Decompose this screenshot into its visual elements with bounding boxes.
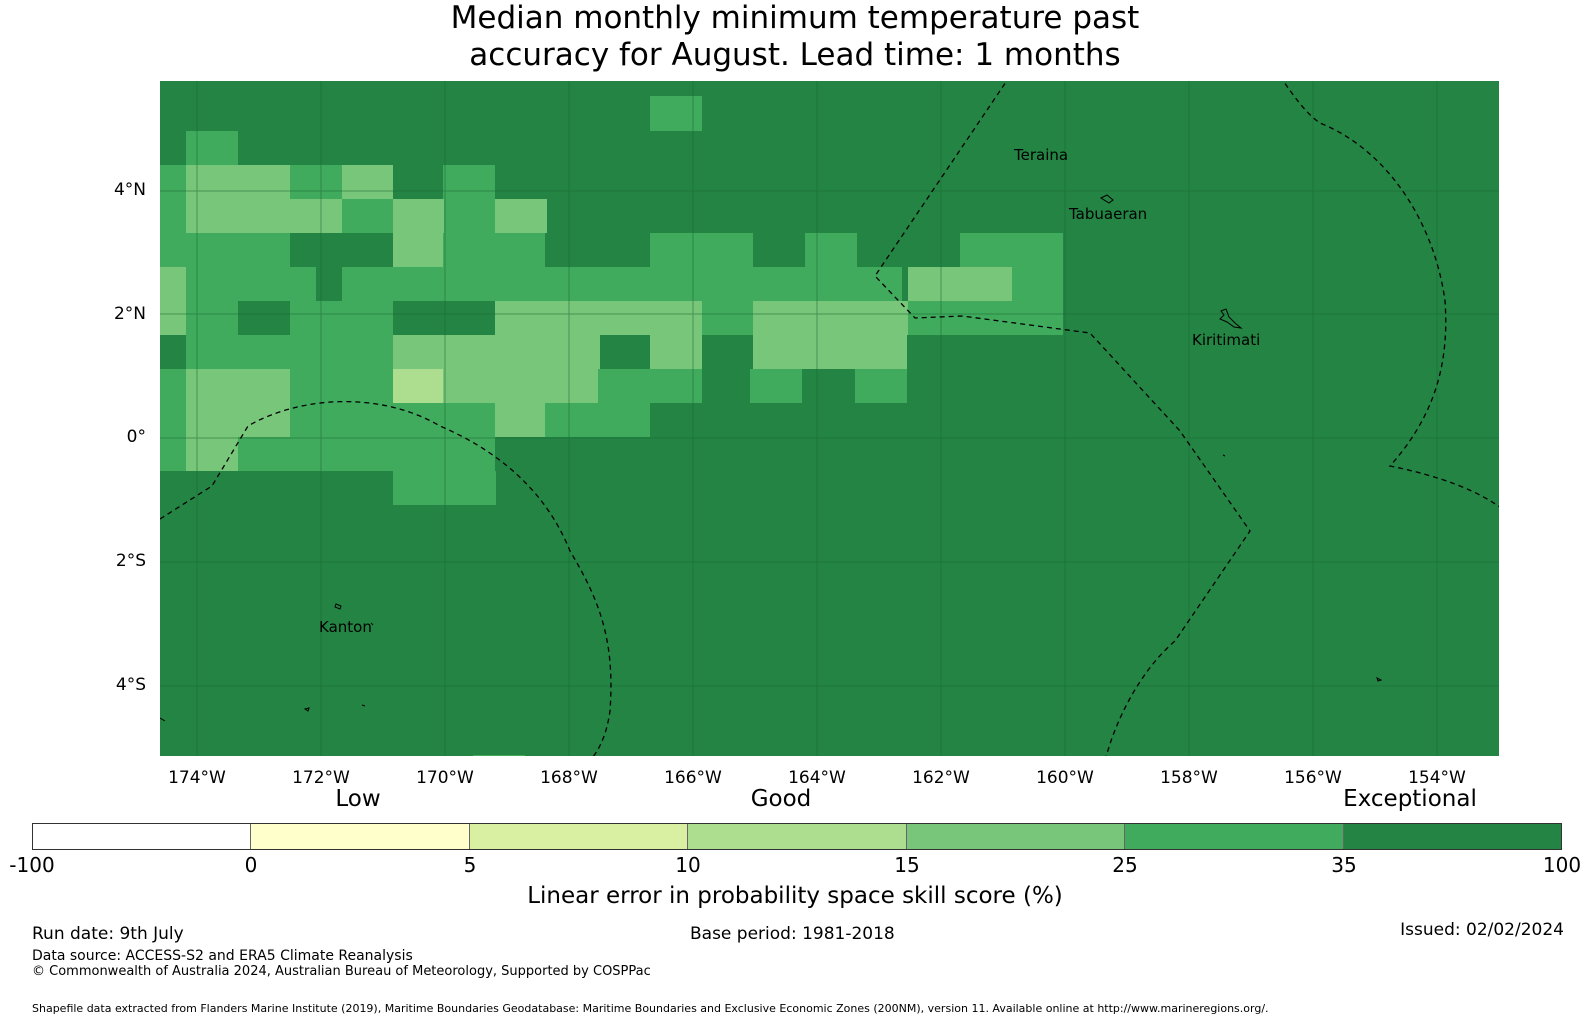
center-islet [1222, 454, 1226, 457]
skill-cell-10-15 [393, 369, 443, 403]
lat-label-2s: 2°S [115, 551, 146, 571]
gridlines [160, 81, 1499, 756]
lon-label-174w: 174°W [168, 768, 226, 788]
legend-category-good: Good [750, 786, 812, 812]
map-title: Median monthly minimum temperature past … [0, 0, 1590, 74]
lon-label-158w: 158°W [1160, 768, 1218, 788]
lon-label-162w: 162°W [912, 768, 970, 788]
lon-label-160w: 160°W [1036, 768, 1094, 788]
colorbar-tick-label: 0 [244, 853, 258, 877]
issued-date: Issued: 02/02/2024 [1400, 920, 1564, 940]
shapefile-credit: Shapefile data extracted from Flanders M… [32, 1002, 1269, 1015]
lat-label-2n: 2°N [113, 304, 146, 324]
tabuaeran-island-outline [1099, 194, 1114, 204]
lon-label-166w: 166°W [664, 768, 722, 788]
kanton-islet [370, 622, 374, 626]
lon-label-156w: 156°W [1284, 768, 1342, 788]
kiritimati-island-outline [1219, 308, 1243, 329]
colorbar-tick-label: -100 [9, 853, 55, 877]
lon-label-168w: 168°W [540, 768, 598, 788]
colorbar-tick-label: 25 [1112, 853, 1138, 877]
legend-category-exceptional: Exceptional [1343, 786, 1477, 812]
skill-cells-15-25 [160, 165, 1012, 471]
data-source: Data source: ACCESS-S2 and ERA5 Climate … [32, 948, 413, 964]
lat-label-4s: 4°S [115, 675, 146, 695]
lon-label-164w: 164°W [788, 768, 846, 788]
title-line-2: accuracy for August. Lead time: 1 months [469, 37, 1121, 73]
lon-label-170w: 170°W [416, 768, 474, 788]
place-label-kiritimati: Kiritimati [1192, 331, 1261, 349]
colorbar-segment [1125, 824, 1344, 849]
lon-label-172w: 172°W [292, 768, 350, 788]
colorbar [32, 823, 1562, 850]
lat-label-0: 0° [126, 427, 146, 447]
colorbar-tick-label: 5 [463, 853, 477, 877]
colorbar-segment [469, 824, 689, 849]
lat-label-4n: 4°N [113, 180, 146, 200]
place-label-tabuaeran: Tabuaeran [1069, 205, 1148, 223]
title-line-1: Median monthly minimum temperature past [450, 0, 1140, 36]
east-islet [1376, 677, 1383, 682]
skill-map-svg [160, 81, 1499, 756]
colorbar-segment [688, 824, 907, 849]
place-label-kanton: Kanton [319, 618, 372, 636]
colorbar-tick-label: 15 [894, 853, 920, 877]
skill-map [160, 81, 1499, 756]
run-date: Run date: 9th July [32, 924, 184, 944]
colorbar-tick-label: 35 [1331, 853, 1357, 877]
colorbar-segment [1343, 824, 1561, 849]
eez-boundaries [160, 81, 1499, 756]
place-label-teraina: Teraina [1014, 146, 1069, 164]
islands [160, 194, 1383, 722]
base-period: Base period: 1981-2018 [690, 924, 895, 944]
west-islet [160, 717, 166, 722]
copyright: © Commonwealth of Australia 2024, Austra… [32, 964, 651, 979]
skill-cells-35-100-inner [238, 233, 393, 335]
south-islet-2 [361, 704, 366, 707]
colorbar-tick-label: 100 [1542, 853, 1582, 877]
legend-category-low: Low [335, 786, 381, 812]
kanton-island-outline [334, 603, 342, 610]
colorbar-segment [33, 824, 252, 849]
lon-label-154w: 154°W [1408, 768, 1466, 788]
colorbar-segment [906, 824, 1126, 849]
colorbar-segment [251, 824, 470, 849]
south-islet-1 [303, 707, 310, 712]
colorbar-caption: Linear error in probability space skill … [527, 883, 1063, 909]
colorbar-tick-label: 10 [675, 853, 701, 877]
